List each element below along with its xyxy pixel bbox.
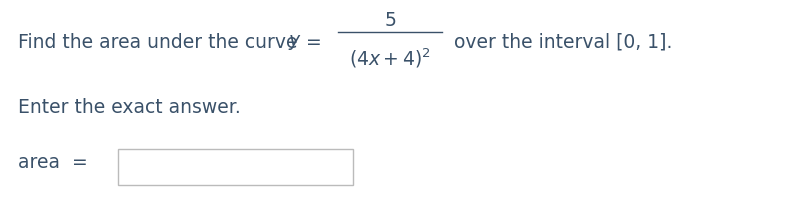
Text: Find the area under the curve: Find the area under the curve	[18, 32, 303, 51]
Text: $y$: $y$	[288, 32, 302, 51]
Text: =: =	[300, 32, 322, 51]
Text: over the interval [0, 1].: over the interval [0, 1].	[448, 32, 673, 51]
Text: $(4x + 4)^2$: $(4x + 4)^2$	[349, 46, 431, 69]
Text: 5: 5	[384, 10, 396, 29]
Text: area  =: area =	[18, 153, 88, 172]
FancyBboxPatch shape	[118, 149, 353, 185]
Text: Enter the exact answer.: Enter the exact answer.	[18, 98, 240, 117]
